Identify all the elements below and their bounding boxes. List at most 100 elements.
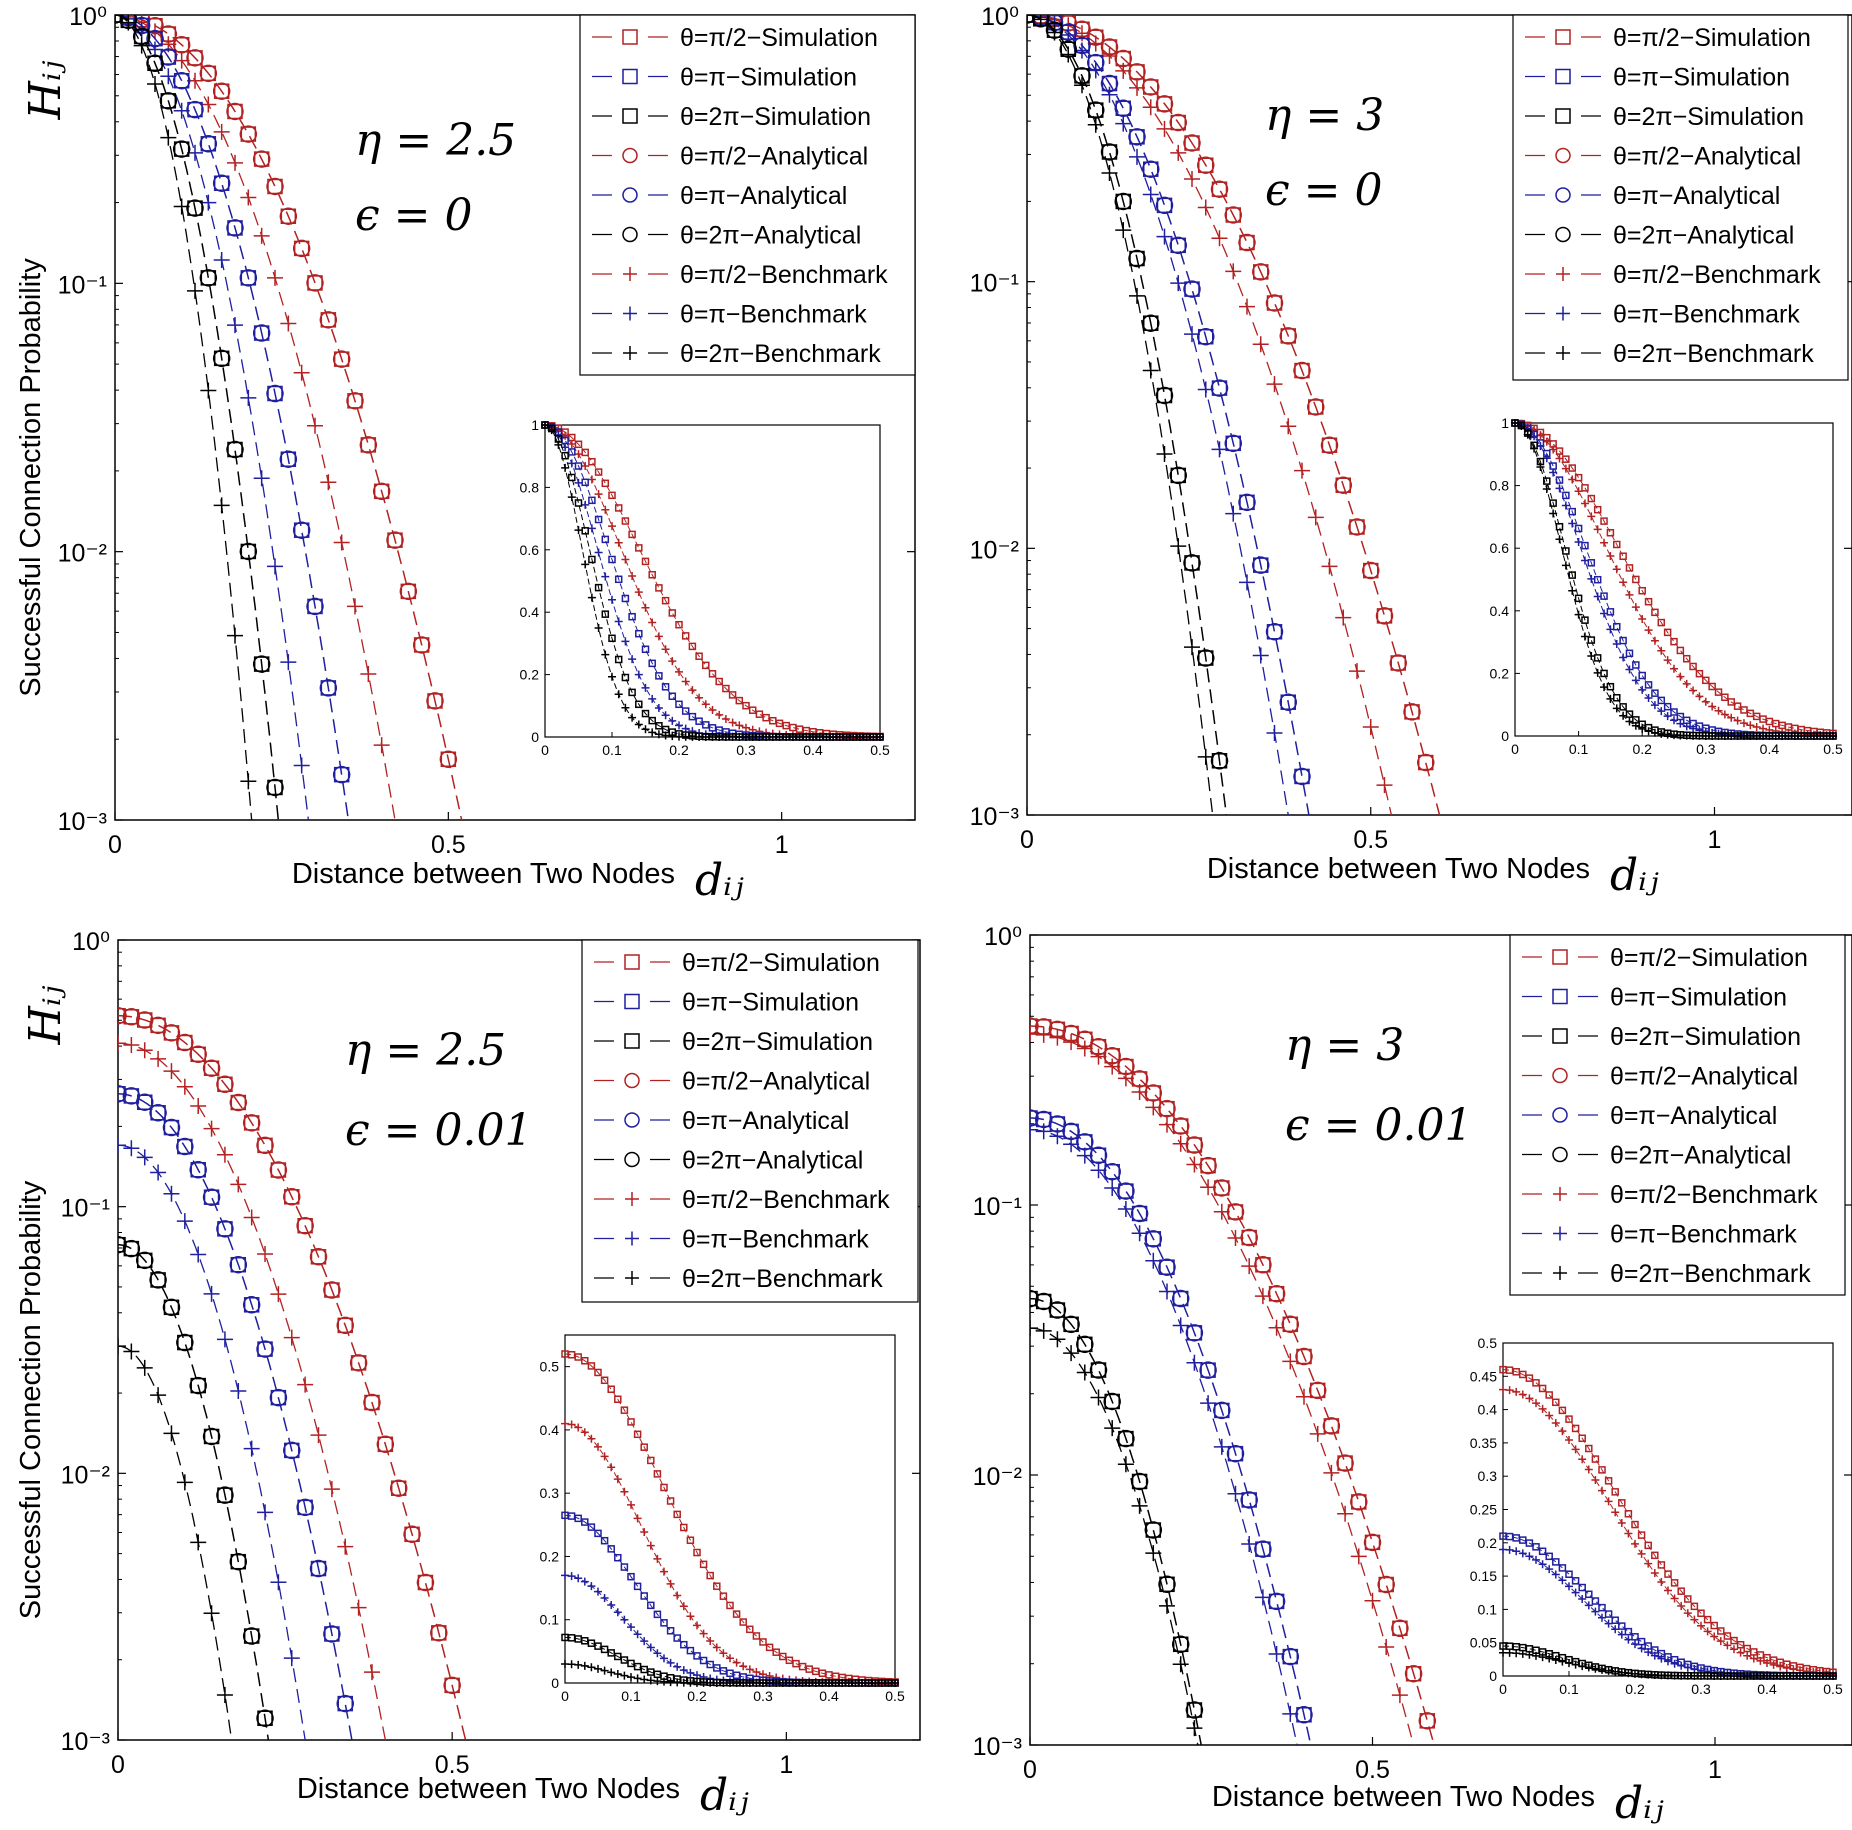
analytical-marker-pi_half: [1183, 134, 1201, 152]
simulation-marker-two_pi: [1211, 753, 1228, 769]
legend-marker: [1555, 226, 1571, 243]
benchmark-marker-pi_half: [1145, 1099, 1162, 1116]
inset-marker-two_pi: [614, 655, 623, 664]
simulation-marker-pi_half: [187, 50, 203, 66]
simulation-marker-pi_half: [307, 275, 323, 291]
inset-marker-pi: [614, 1553, 622, 1562]
benchmark-marker-pi: [1254, 1589, 1271, 1606]
legend-marker: [624, 1033, 640, 1049]
benchmark-marker-two_pi: [1063, 1345, 1080, 1362]
inset-marker-pi_half: [1733, 702, 1742, 710]
benchmark-marker-pi_half: [213, 123, 230, 140]
analytical-marker-pi: [319, 679, 338, 697]
analytical-marker-pi_half: [1362, 561, 1380, 580]
inset-y-tick-label: 0: [531, 729, 539, 745]
benchmark-marker-two_pi: [1046, 24, 1063, 41]
simulation-marker-pi_half: [280, 208, 297, 224]
inset-marker-two_pi: [1561, 561, 1570, 570]
benchmark-marker-pi_half: [1213, 1203, 1230, 1220]
inset-marker-pi_half: [621, 517, 630, 525]
benchmark-marker-pi: [1227, 1485, 1244, 1502]
analytical-marker-pi: [176, 1137, 194, 1156]
benchmark-marker-pi_half: [1335, 609, 1352, 626]
simulation-marker-pi: [190, 1162, 206, 1178]
analytical-marker-pi_half: [292, 239, 311, 258]
inset-marker-pi: [1568, 519, 1577, 528]
inset-marker-pi: [1670, 716, 1678, 725]
analytical-marker-pi: [1128, 128, 1146, 146]
simulation-marker-pi_half: [1378, 1576, 1394, 1593]
analytical-marker-pi_half: [1389, 654, 1407, 672]
inset-marker-pi: [1664, 1657, 1672, 1666]
analytical-marker-pi_half: [386, 531, 404, 549]
inset-marker-pi_half: [748, 706, 757, 714]
simulation-marker-pi_half: [1198, 157, 1214, 173]
inset-marker-two_pi: [728, 732, 737, 741]
inset-marker-pi_half: [1657, 1577, 1666, 1586]
inset-marker-pi_half: [1625, 564, 1634, 572]
benchmark-marker-pi_half: [1101, 48, 1118, 65]
analytical-marker-pi_half: [1281, 1315, 1300, 1334]
simulation-marker-pi_half: [1200, 1157, 1216, 1174]
simulation-marker-pi_half: [1129, 64, 1145, 80]
analytical-marker-pi: [309, 1559, 328, 1578]
inset-marker-two_pi: [654, 730, 663, 739]
inset-marker-pi_half: [628, 572, 637, 581]
benchmark-marker-pi_half: [1049, 1029, 1066, 1046]
inset-marker-pi: [1558, 1564, 1567, 1572]
inset-marker-pi_half: [660, 1483, 668, 1492]
y-tick-label: 10⁻²: [58, 540, 107, 568]
inset-marker-pi_half: [1733, 716, 1742, 725]
legend: θ=π/2−Simulation θ=π−Simulation θ=2π−Simul…: [579, 14, 916, 376]
inset-marker-pi_half: [1714, 688, 1723, 696]
inset-marker-two_pi: [620, 1671, 629, 1680]
inset-marker-pi_half: [1611, 1508, 1620, 1517]
inset-marker-pi: [1545, 1565, 1554, 1574]
inset-marker-two_pi: [1604, 1666, 1613, 1675]
inset-marker-pi_half: [641, 603, 650, 612]
inset-marker-pi: [1611, 1625, 1620, 1634]
inset-marker-pi: [666, 1658, 675, 1667]
analytical-marker-pi: [118, 1085, 127, 1103]
inset-marker-two_pi: [1568, 586, 1577, 595]
inset-marker-pi: [1631, 676, 1640, 685]
simulation-marker-two_pi: [203, 1428, 220, 1445]
inset-marker-pi_half: [779, 1652, 787, 1661]
inset-marker-pi_half: [721, 715, 730, 724]
inset-marker-pi_half: [1538, 1404, 1547, 1413]
inset-marker-pi: [1637, 1644, 1646, 1653]
inset-marker-pi: [1584, 1601, 1593, 1610]
analytical-marker-two_pi: [1103, 1392, 1121, 1411]
inset-marker-pi_half: [742, 701, 750, 710]
y-tick-label: 10⁰: [981, 3, 1019, 31]
analytical-marker-pi: [1199, 1361, 1217, 1379]
analytical-marker-pi: [1293, 767, 1311, 786]
inset-marker-pi_half: [1545, 1391, 1553, 1399]
legend-marker: [622, 29, 638, 45]
inset-marker-pi: [607, 1545, 615, 1553]
inset-marker-pi_half: [1670, 1579, 1679, 1587]
simulation-marker-pi: [1225, 435, 1241, 452]
benchmark-marker-pi_half: [173, 52, 190, 69]
inset-x-tick-label: 0.3: [1691, 1681, 1711, 1697]
inset-marker-pi: [554, 431, 563, 440]
inset-marker-pi: [1574, 524, 1583, 533]
benchmark-marker-pi: [1156, 228, 1173, 245]
x-axis-math-label: dᵢⱼ: [700, 1770, 749, 1821]
inset-marker-pi_half: [752, 1632, 761, 1640]
inset-marker-pi_half: [1717, 1627, 1725, 1635]
inset-marker-two_pi: [1511, 419, 1519, 427]
inset-marker-two_pi: [587, 1663, 596, 1672]
inset-marker-pi_half: [735, 721, 744, 730]
analytical-marker-pi_half: [1377, 1575, 1395, 1594]
benchmark-marker-two_pi: [120, 15, 137, 31]
x-axis-label: Distance between Two Nodes: [1207, 853, 1590, 885]
inset-marker-pi: [681, 707, 690, 715]
inset-marker-two_pi: [1606, 694, 1615, 703]
benchmark-marker-pi: [253, 470, 270, 487]
analytical-marker-two_pi: [252, 655, 271, 673]
inset-marker-pi_half: [1571, 1445, 1580, 1454]
inset-marker-two_pi: [788, 733, 797, 741]
analytical-marker-pi_half: [1171, 1117, 1190, 1135]
inset-marker-two_pi: [628, 688, 636, 697]
